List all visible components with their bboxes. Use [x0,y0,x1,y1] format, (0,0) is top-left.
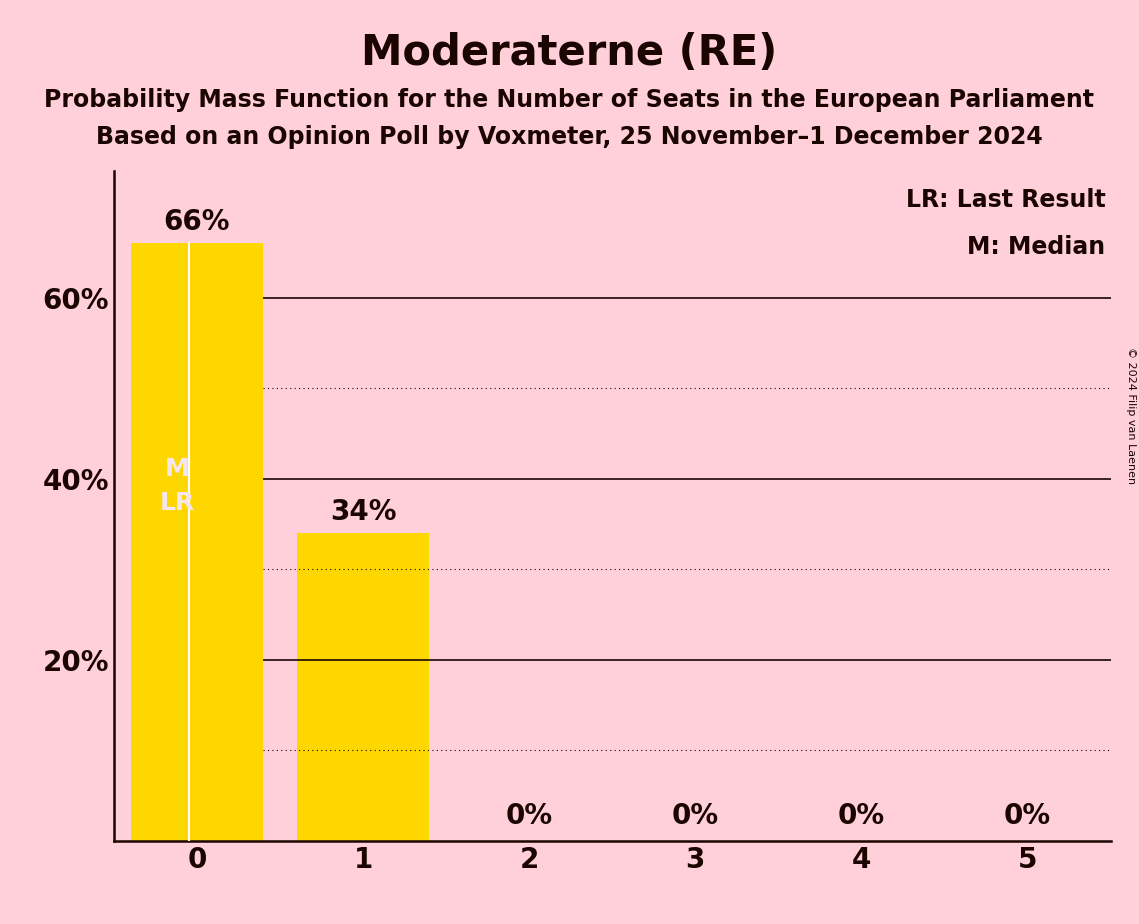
Text: Moderaterne (RE): Moderaterne (RE) [361,32,778,74]
Text: Probability Mass Function for the Number of Seats in the European Parliament: Probability Mass Function for the Number… [44,88,1095,112]
Text: 0%: 0% [838,802,885,830]
Text: 66%: 66% [164,208,230,237]
Text: © 2024 Filip van Laenen: © 2024 Filip van Laenen [1126,347,1136,484]
Text: LR: Last Result: LR: Last Result [906,188,1106,212]
Bar [296,533,429,841]
Bar [131,243,263,841]
Text: M: Median: M: Median [967,235,1106,259]
Text: 0%: 0% [672,802,719,830]
Text: M: M [165,456,189,480]
Text: 34%: 34% [330,498,396,526]
Text: Based on an Opinion Poll by Voxmeter, 25 November–1 December 2024: Based on an Opinion Poll by Voxmeter, 25… [96,125,1043,149]
Text: 0%: 0% [1003,802,1051,830]
Text: 0%: 0% [506,802,552,830]
Text: LR: LR [159,491,195,515]
